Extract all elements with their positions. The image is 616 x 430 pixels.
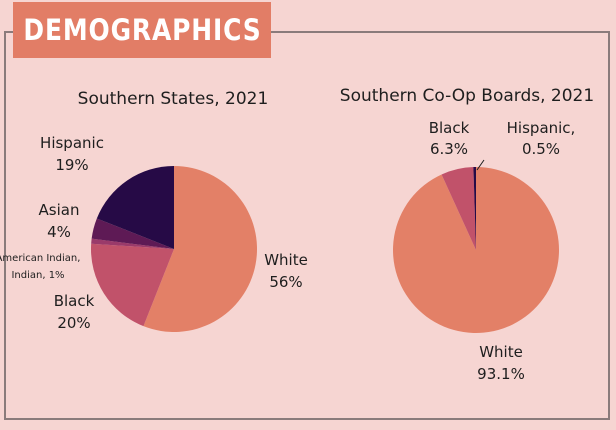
chart2-value-white: 93.1%: [477, 365, 525, 383]
chart2-label-white: White: [479, 343, 523, 361]
chart1-value-white: 56%: [269, 273, 302, 291]
chart-frame: [4, 31, 610, 420]
chart2-title: Southern Co-Op Boards, 2021: [340, 86, 594, 106]
chart2-slice-black: [441, 167, 476, 250]
chart1-label-asian: Asian: [39, 201, 80, 219]
chart2-hispanic-leader-line: [476, 159, 485, 171]
chart2-label-hispanic: Hispanic,: [507, 119, 576, 137]
chart1-slice-white: [143, 166, 258, 332]
chart1-label-black: Black: [54, 292, 95, 310]
chart1-label-american-indian: American Indian,: [0, 253, 80, 264]
chart2-label-black: Black: [429, 119, 470, 137]
chart1-value-asian: 4%: [47, 223, 71, 241]
chart1-title: Southern States, 2021: [78, 89, 269, 109]
chart1-value-hispanic: 19%: [55, 156, 88, 174]
chart1-american-indian-line2-prefix: Indian,: [11, 270, 48, 281]
chart1-slice-american-indian: [91, 238, 174, 249]
chart2-value-black: 6.3%: [430, 140, 468, 158]
title-banner: DEMOGRAPHICS: [13, 2, 271, 58]
chart2-slice-hispanic: [473, 167, 476, 250]
page-title: DEMOGRAPHICS: [22, 13, 262, 47]
chart2-slice-white: [393, 167, 560, 333]
chart1-slice-hispanic: [96, 166, 174, 249]
chart1-label-hispanic: Hispanic: [40, 134, 104, 152]
chart1-american-indian-pct: 1%: [49, 270, 65, 281]
chart1-pie: [90, 166, 258, 332]
chart1-label-white: White: [264, 251, 308, 269]
chart2-pie: [393, 167, 560, 333]
chart1-slice-black: [90, 243, 174, 327]
chart1-value-black: 20%: [57, 314, 90, 332]
chart1-value-american-indian: Indian, 1%: [11, 270, 64, 281]
chart2-value-hispanic: 0.5%: [522, 140, 560, 158]
chart1-slice-asian: [91, 218, 174, 249]
